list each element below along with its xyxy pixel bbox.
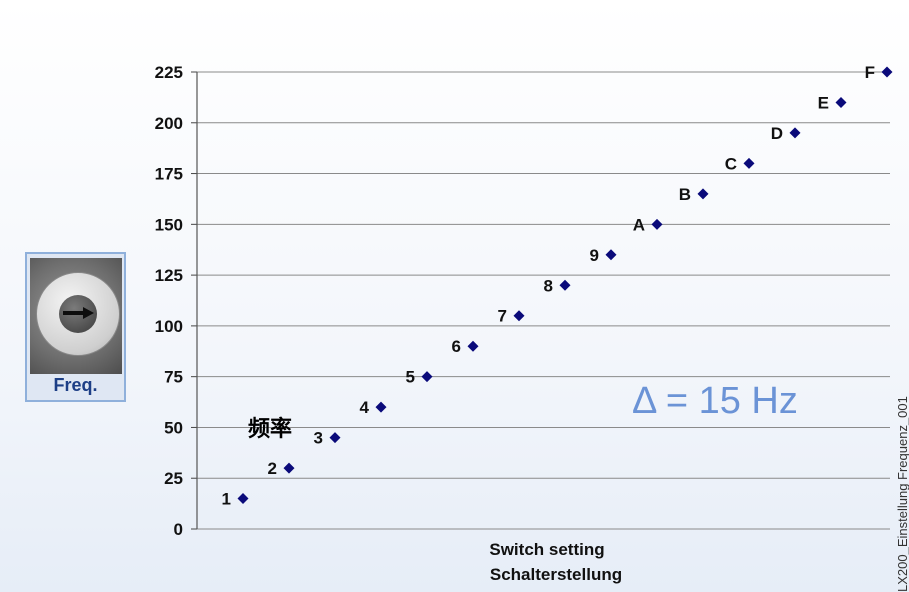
data-point-label: 4 xyxy=(360,398,370,417)
data-point-label: 5 xyxy=(406,368,415,387)
rotary-dial xyxy=(36,272,120,356)
y-axis-ticks: 0 25 50 75 100 125 150 175 200 225 xyxy=(155,63,198,539)
data-point-label: A xyxy=(633,215,645,234)
data-point-label: 9 xyxy=(590,246,599,265)
data-point-marker xyxy=(283,462,295,474)
data-point-label: 1 xyxy=(222,490,231,509)
data-point-label: B xyxy=(679,185,691,204)
data-point-label: 2 xyxy=(268,459,277,478)
grid xyxy=(197,71,890,530)
data-point-label: 8 xyxy=(544,276,553,295)
data-point-marker xyxy=(835,96,847,108)
y-tick-label: 75 xyxy=(164,368,183,387)
y-tick-label: 25 xyxy=(164,469,183,488)
switch-photo xyxy=(30,258,122,374)
data-point-marker xyxy=(375,401,387,413)
data-point-marker xyxy=(421,371,433,383)
y-tick-label: 50 xyxy=(164,418,183,437)
rotary-switch-image: Freq. xyxy=(25,252,126,402)
data-point-marker xyxy=(467,340,479,352)
data-point-label: D xyxy=(771,124,783,143)
data-point-label: F xyxy=(865,63,875,82)
data-point-label: C xyxy=(725,154,737,173)
y-tick-label: 150 xyxy=(155,215,183,234)
delta-annotation: Δ = 15 Hz xyxy=(632,380,798,422)
data-points: 1 2 3 4 5 6 7 8 9 A B C D E F xyxy=(222,63,893,509)
dial-knob xyxy=(59,295,97,333)
data-point-label: 3 xyxy=(314,429,323,448)
y-tick-label: 100 xyxy=(155,317,183,336)
arrow-icon xyxy=(63,307,94,319)
y-tick-label: 225 xyxy=(155,63,183,82)
frequency-chinese-label: 频率 xyxy=(248,416,292,442)
data-point-marker xyxy=(513,310,525,322)
data-point-marker xyxy=(697,188,709,200)
data-point-marker xyxy=(881,66,893,78)
y-tick-label: 0 xyxy=(174,520,183,539)
data-point-marker xyxy=(743,157,755,169)
y-tick-label: 125 xyxy=(155,266,183,285)
data-point-marker xyxy=(605,249,617,261)
image-caption-vertical: LX200_Einstellung Frequenz_001 xyxy=(895,396,909,592)
x-axis-label: Switch setting xyxy=(489,540,604,559)
data-point-marker xyxy=(329,432,341,444)
data-point-label: E xyxy=(818,93,829,112)
data-point-marker xyxy=(559,279,571,291)
y-tick-label: 200 xyxy=(155,114,183,133)
y-tick-label: 175 xyxy=(155,165,183,184)
data-point-marker xyxy=(789,127,801,139)
x-axis-label-german: Schalterstellung xyxy=(490,565,622,584)
switch-label: Freq. xyxy=(53,375,98,395)
data-point-label: 7 xyxy=(498,307,507,326)
data-point-marker xyxy=(237,493,249,505)
data-point-marker xyxy=(651,218,663,230)
data-point-label: 6 xyxy=(452,337,461,356)
